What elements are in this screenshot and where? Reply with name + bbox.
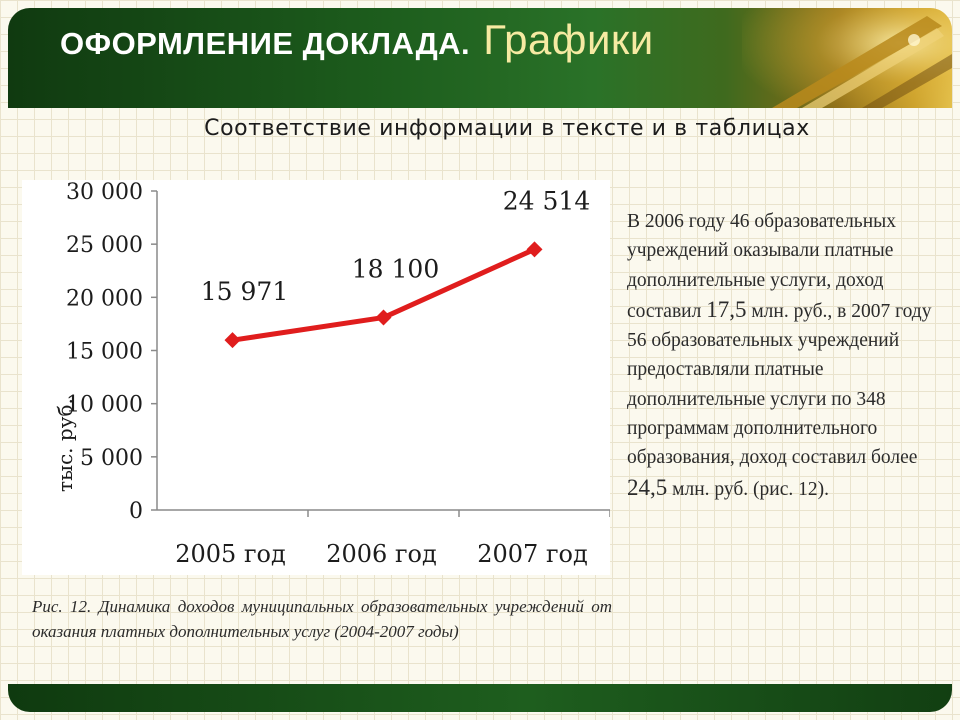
x-tick-label: 2006 год (326, 540, 437, 568)
data-label: 24 514 (503, 186, 590, 215)
description-number-1: 17,5 (706, 296, 747, 322)
chart-panel: 0 5 000 10 000 15 000 20 000 25 000 30 000 2005… (22, 180, 610, 575)
page-title-main: ОФОРМЛЕНИЕ ДОКЛАДА. (60, 26, 471, 61)
data-point-marker (375, 309, 392, 326)
description-part-3: млн. руб. (рис. 12). (667, 478, 829, 500)
page-title: ОФОРМЛЕНИЕ ДОКЛАДА. Графики (60, 16, 654, 64)
data-point-marker (526, 241, 543, 258)
y-tick-label: 25 000 (66, 233, 143, 258)
y-axis-label: тыс. руб. (53, 398, 77, 492)
y-tick-label: 10 000 (66, 393, 143, 418)
page-title-accent: Графики (483, 16, 654, 63)
footer-band (8, 684, 952, 712)
slide-subtitle: Соответствие информации в тексте и в таб… (204, 116, 810, 141)
data-label: 18 100 (352, 255, 439, 284)
y-tick-label: 20 000 (66, 286, 143, 311)
description-number-2: 24,5 (627, 474, 668, 500)
description-part-1: В 2006 году 46 образовательных учреждени… (627, 211, 896, 322)
x-tick-label: 2007 год (477, 540, 588, 568)
line-chart: 0 5 000 10 000 15 000 20 000 25 000 30 000 2005… (66, 180, 610, 568)
header-band (8, 8, 952, 108)
data-point-marker (224, 332, 241, 349)
data-label: 15 971 (201, 277, 288, 306)
y-tick-label: 30 000 (66, 180, 143, 205)
y-tick-label: 0 (129, 499, 143, 524)
figure-caption: Рис. 12. Динамика доходов муниципальных … (32, 597, 612, 641)
y-tick-label: 15 000 (66, 340, 143, 365)
description-text: В 2006 году 46 образовательных учреждени… (627, 207, 945, 504)
x-tick-label: 2005 год (175, 540, 286, 568)
pen-illustration (742, 8, 952, 108)
description-part-2: млн. руб., в 2007 году 56 образовательны… (627, 300, 932, 469)
y-tick-label: 5 000 (80, 446, 143, 471)
